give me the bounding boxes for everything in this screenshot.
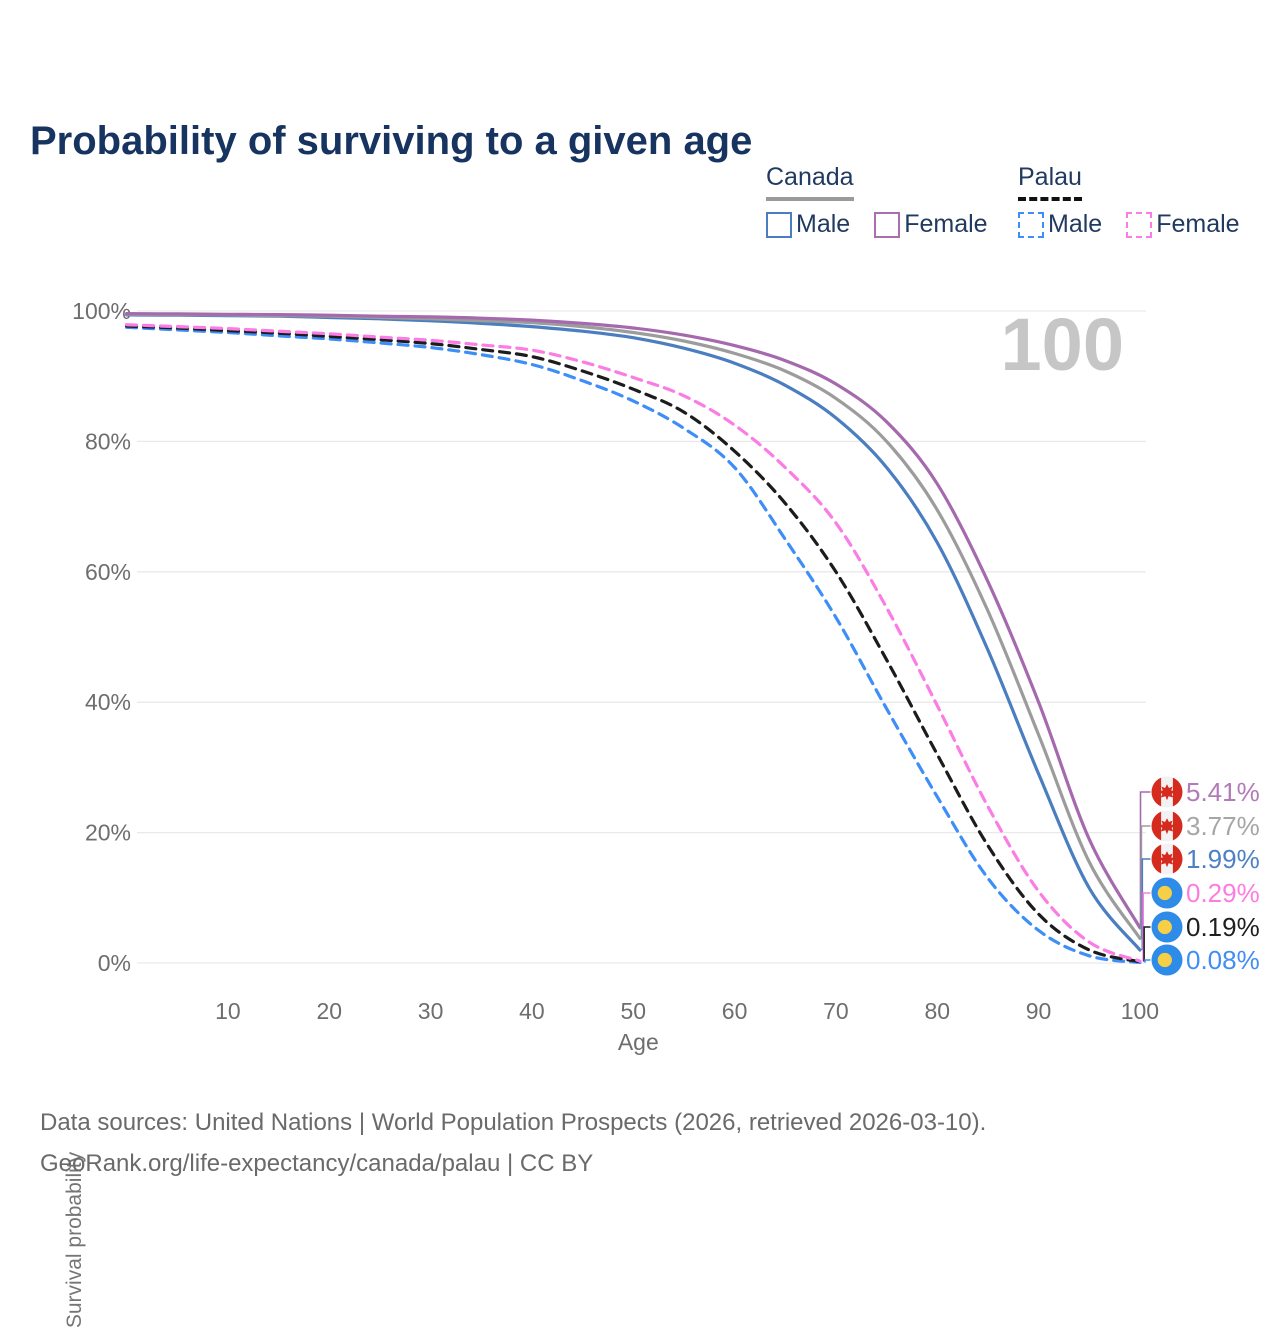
palau-flag-icon (1151, 944, 1183, 976)
legend-label: Male (796, 210, 851, 238)
legend-group-canada: Canada Male Female (766, 163, 988, 239)
x-tick-label: 100 (1121, 998, 1159, 1024)
canada-flag-icon (1151, 776, 1183, 808)
end-label-canada-male: 1.99% (1186, 844, 1260, 874)
canada-flag-icon (1151, 843, 1183, 875)
x-tick-label: 30 (418, 998, 444, 1024)
legend-item-canada-male[interactable]: Male (766, 210, 850, 239)
end-label-palau-female: 0.29% (1186, 878, 1260, 908)
leader-line-canada-female (1139, 791, 1151, 928)
canada-male-swatch-icon (766, 211, 792, 238)
x-tick-label: 10 (215, 998, 241, 1024)
footer-line-datasources: Data sources: United Nations | World Pop… (40, 1109, 987, 1136)
palau-female-swatch-icon (1126, 211, 1153, 238)
legend-header-canada: Canada (766, 163, 854, 201)
legend-label: Male (1048, 210, 1103, 238)
legend-item-palau-male[interactable]: Male (1018, 210, 1102, 239)
end-label-palau-both: 0.19% (1186, 912, 1260, 942)
legend-item-palau-female[interactable]: Female (1126, 210, 1240, 239)
curve-palau-both[interactable] (125, 324, 1142, 964)
end-label-canada-female: 5.41% (1186, 777, 1260, 807)
curve-canada-male[interactable] (125, 313, 1142, 952)
leader-line-palau-male (1144, 959, 1151, 963)
legend-label: Female (1156, 210, 1240, 238)
curve-canada-female[interactable] (125, 312, 1142, 930)
legend-label: Female (904, 210, 988, 238)
x-axis-label: Age (618, 1029, 659, 1055)
curve-palau-male[interactable] (125, 325, 1142, 965)
x-tick-label: 60 (722, 998, 748, 1024)
canada-flag-icon (1151, 810, 1183, 842)
x-tick-label: 70 (823, 998, 849, 1024)
y-tick-label: 0% (98, 950, 131, 976)
x-tick-label: 40 (519, 998, 545, 1024)
palau-flag-icon (1151, 911, 1183, 943)
footer-attribution: Data sources: United Nations | World Pop… (40, 1102, 986, 1184)
end-label-canada-both: 3.77% (1186, 811, 1260, 841)
x-tick-label: 90 (1026, 998, 1052, 1024)
leader-line-canada-both (1140, 825, 1151, 939)
y-tick-label: 60% (85, 559, 131, 585)
palau-male-swatch-icon (1018, 211, 1044, 238)
legend-header-palau: Palau (1018, 163, 1082, 201)
age-watermark: 100 (1001, 303, 1124, 386)
canada-female-swatch-icon (874, 211, 901, 238)
x-tick-label: 20 (316, 998, 342, 1024)
footer-line-url: GeoRank.org/life-expectancy/canada/palau… (40, 1150, 594, 1177)
y-tick-label: 20% (85, 820, 131, 846)
y-tick-label: 80% (85, 428, 131, 454)
legend-group-palau: Palau Male Female (1018, 163, 1240, 239)
leader-line-canada-male (1141, 858, 1151, 950)
end-label-palau-male: 0.08% (1186, 945, 1260, 975)
x-tick-label: 50 (620, 998, 646, 1024)
y-tick-label: 40% (85, 689, 131, 715)
survival-chart: 100% 80% 60% 40% 20% 0% 100 10 20 30 40 50 60 70 80 90 1… (72, 298, 1260, 1055)
y-tick-label: 100% (72, 298, 131, 324)
curve-palau-female[interactable] (125, 323, 1142, 963)
page-title: Probability of surviving to a given age (30, 118, 753, 163)
leader-line-palau-both (1143, 926, 1151, 962)
palau-flag-icon (1151, 877, 1183, 909)
x-tick-label: 80 (924, 998, 950, 1024)
legend-item-canada-female[interactable]: Female (874, 210, 988, 239)
leader-line-palau-female (1142, 892, 1151, 962)
